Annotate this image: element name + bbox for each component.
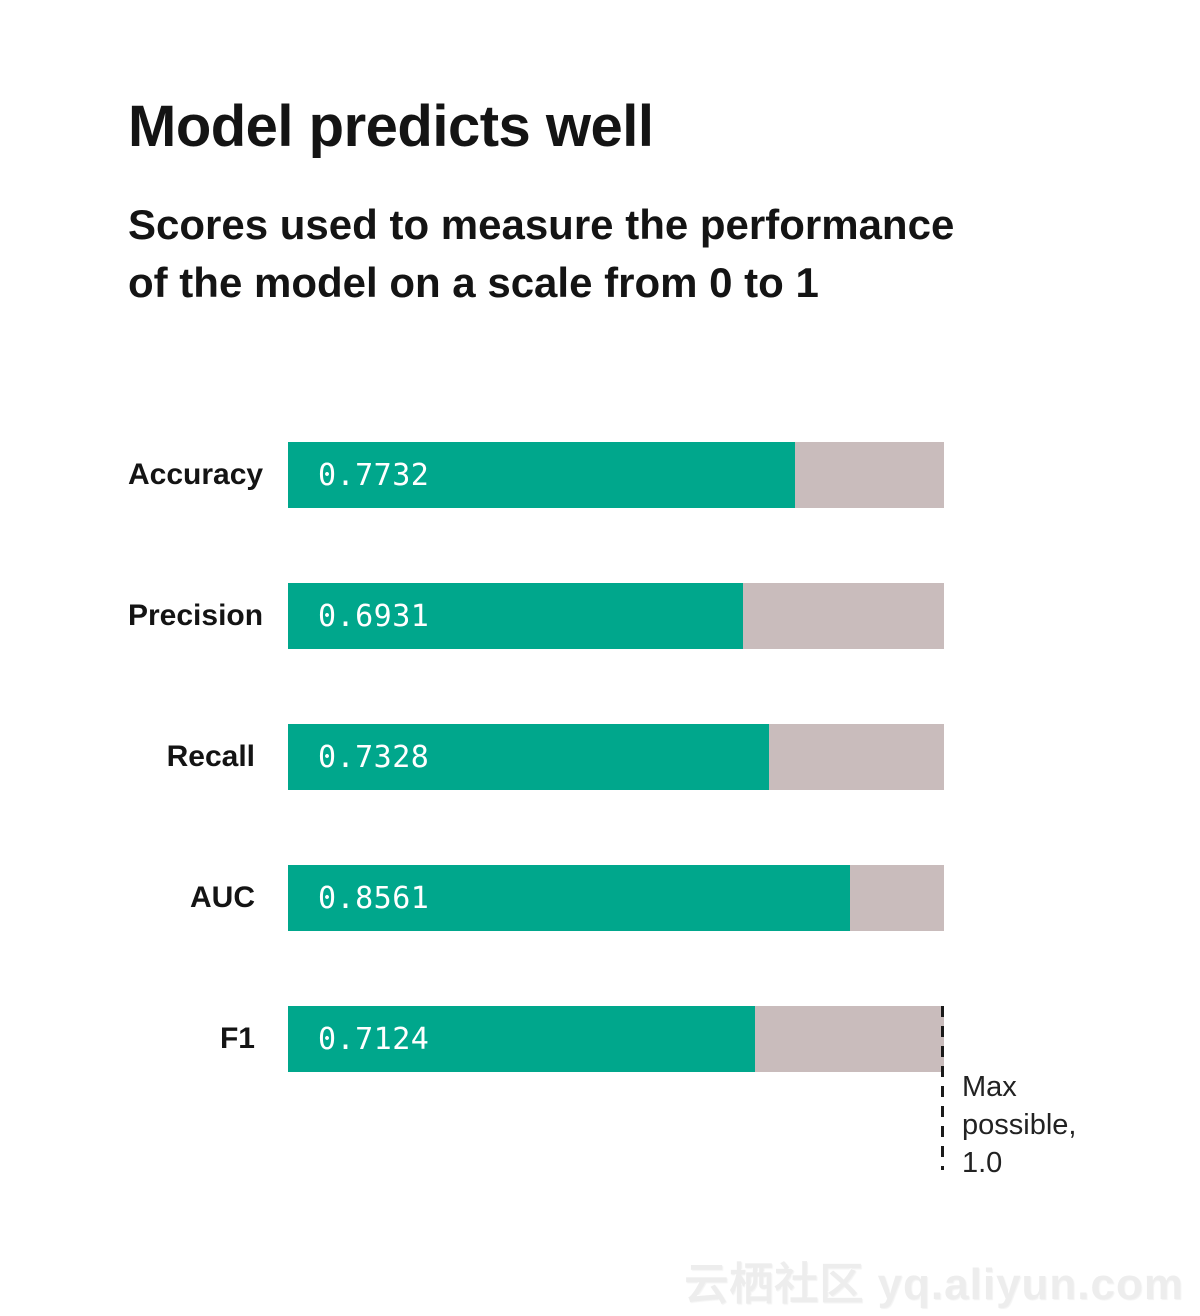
bar-row: Precision 0.6931	[128, 583, 944, 649]
max-possible-annotation: Max possible, 1.0	[962, 1068, 1076, 1182]
bar-category-label: Recall	[166, 740, 255, 773]
bar-fill: 0.6931	[288, 583, 743, 649]
bar-row: AUC 0.8561	[128, 865, 944, 931]
bar-value-label: 0.7732	[318, 457, 430, 493]
subtitle-line-2: of the model on a scale from 0 to 1	[128, 259, 819, 306]
bar-track: 0.8561	[288, 865, 944, 931]
bar-fill: 0.7124	[288, 1006, 756, 1072]
bar-category-label: Accuracy	[128, 458, 264, 491]
bar-category-label: Precision	[128, 599, 264, 632]
bar-fill: 0.7732	[288, 442, 796, 508]
page-subtitle: Scores used to measure the performance o…	[128, 196, 954, 312]
bar-value-label: 0.7124	[318, 1021, 430, 1057]
bar-value-label: 0.8561	[318, 880, 430, 916]
bar-track: 0.7124	[288, 1006, 944, 1072]
bar-row: F1 0.7124	[128, 1006, 944, 1072]
bar-category-label: F1	[219, 1022, 255, 1055]
max-possible-annotation-line: Max	[962, 1071, 1017, 1103]
bar-row: Recall 0.7328	[128, 724, 944, 790]
max-possible-annotation-line: possible,	[962, 1109, 1077, 1141]
bar-fill: 0.7328	[288, 724, 769, 790]
bar-row: Accuracy 0.7732	[128, 442, 944, 508]
subtitle-line-1: Scores used to measure the performance	[128, 201, 955, 248]
bar-track: 0.6931	[288, 583, 944, 649]
bar-value-label: 0.7328	[318, 739, 430, 775]
bar-fill: 0.8561	[288, 865, 850, 931]
bar-track: 0.7732	[288, 442, 944, 508]
bar-value-label: 0.6931	[318, 598, 430, 634]
watermark: 云栖社区 yq.aliyun.com	[684, 1260, 1184, 1309]
max-possible-dashed-line	[941, 1006, 944, 1170]
max-possible-annotation-line: 1.0	[962, 1147, 1003, 1179]
page-title: Model predicts well	[128, 94, 654, 159]
bar-chart: Accuracy 0.7732 Precision 0.6931 Recall 0.732…	[128, 442, 944, 1072]
bar-category-label: AUC	[190, 881, 255, 914]
bar-track: 0.7328	[288, 724, 944, 790]
